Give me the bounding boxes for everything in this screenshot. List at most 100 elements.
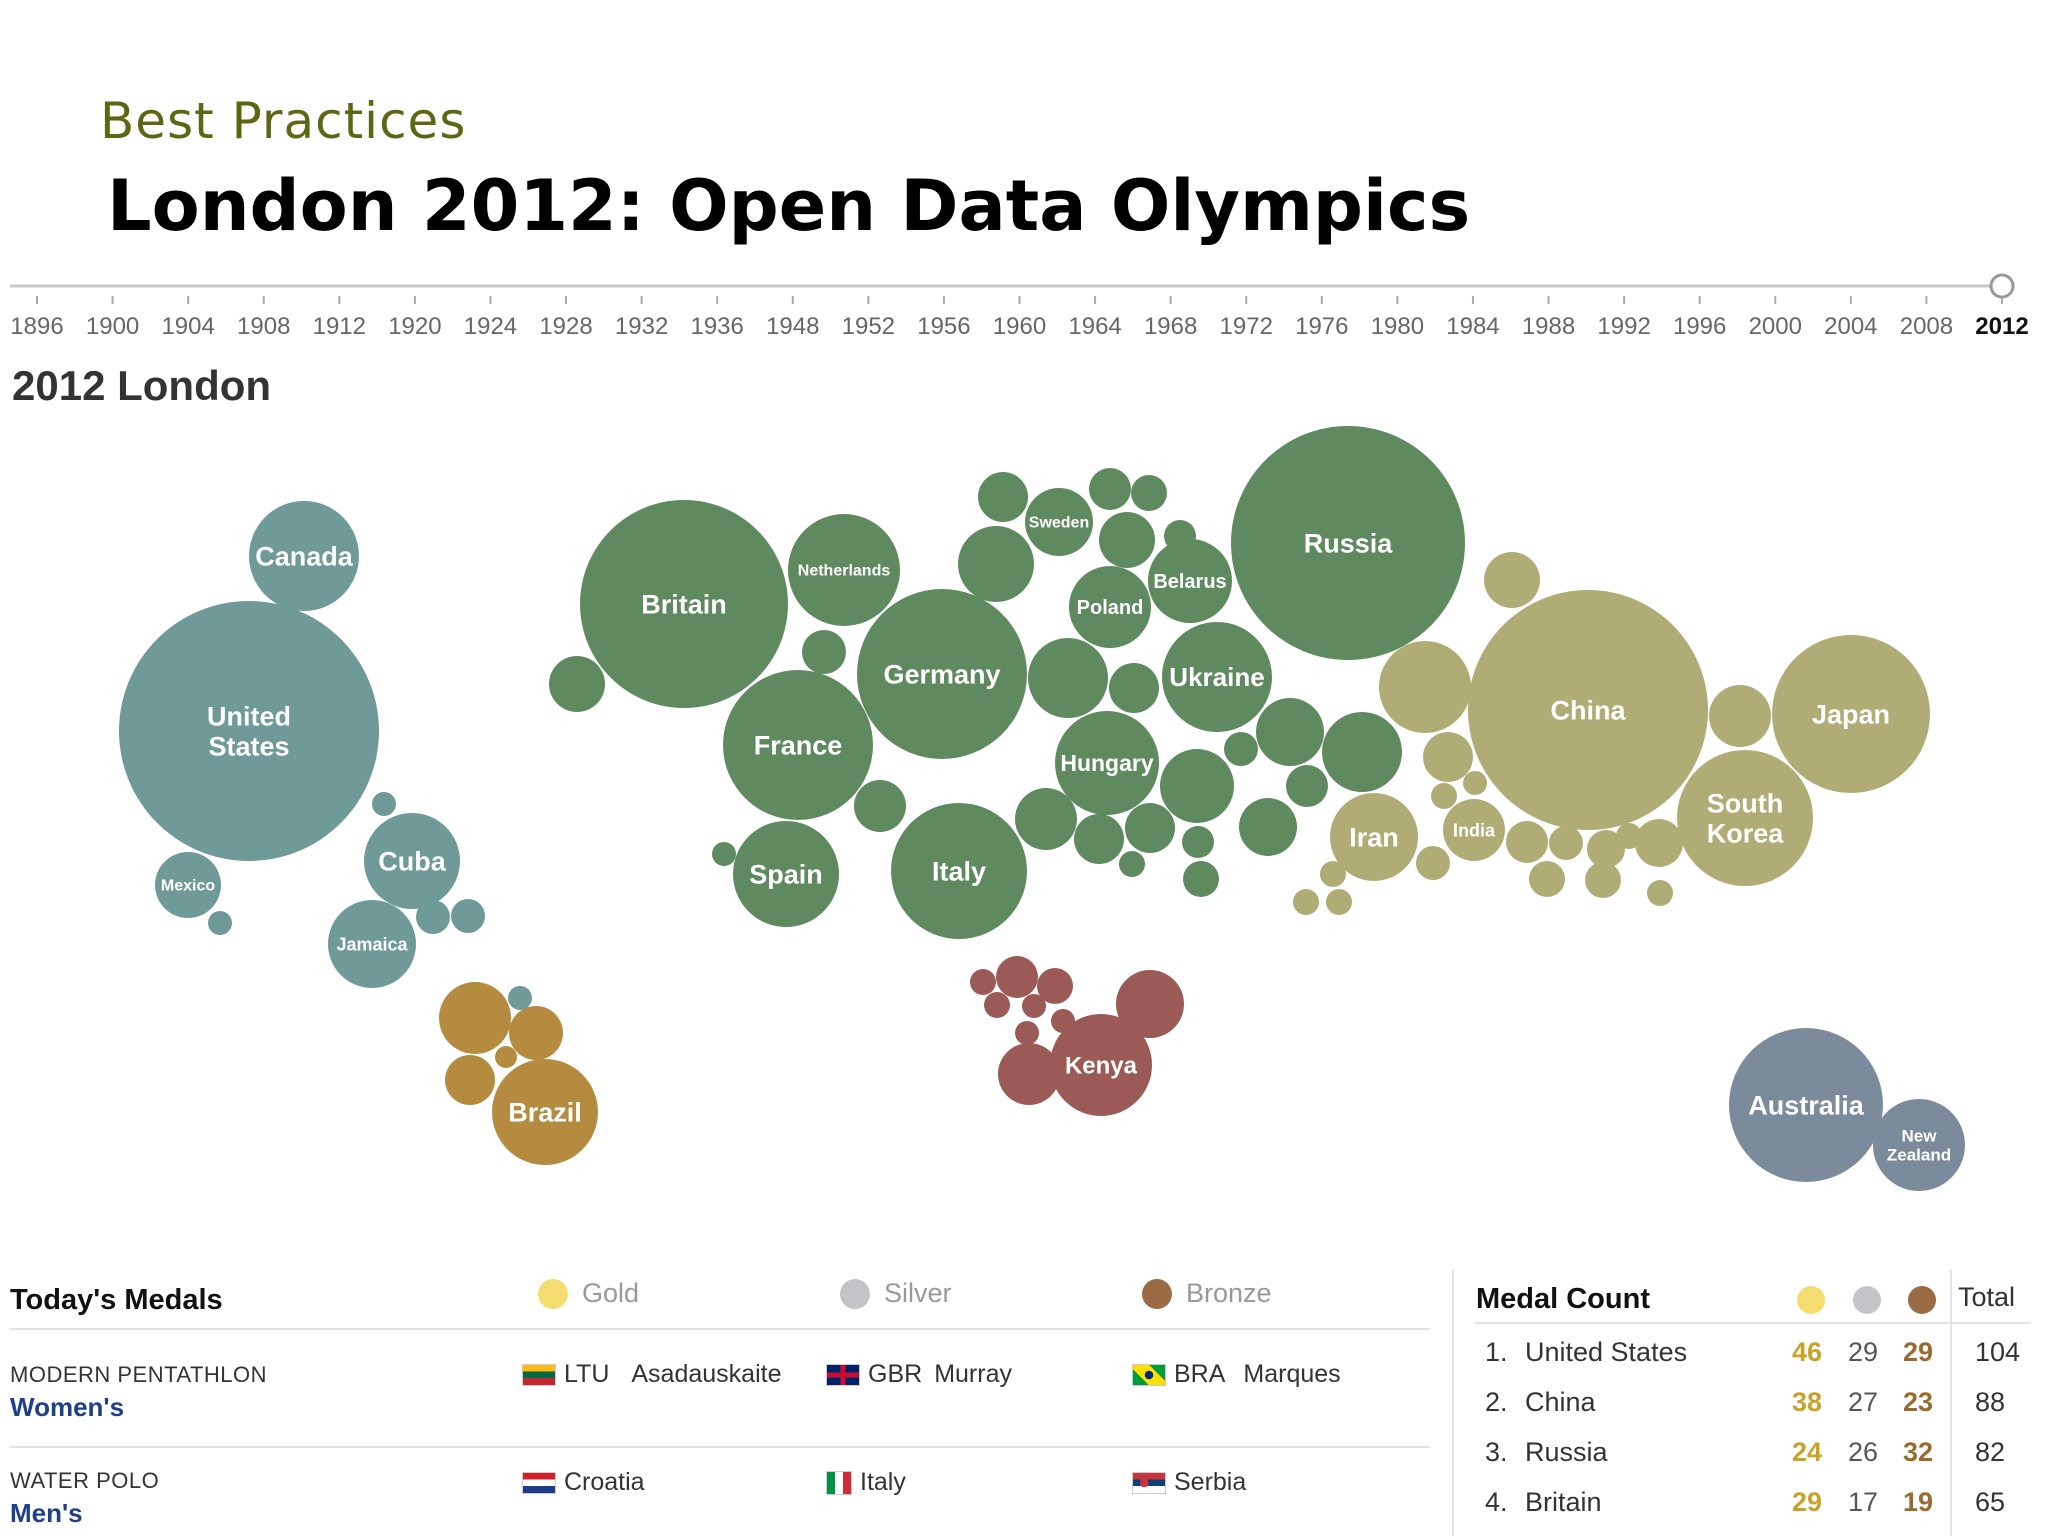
- timeline-year-1912[interactable]: 1912: [313, 313, 366, 340]
- country-bubble[interactable]: [1099, 512, 1155, 568]
- country-bubble-new-zealand[interactable]: [1873, 1099, 1965, 1191]
- medalist-bronze[interactable]: Serbia: [1132, 1468, 1246, 1497]
- country-bubble[interactable]: [416, 900, 450, 934]
- event-link[interactable]: Men's: [10, 1498, 83, 1528]
- country-bubble[interactable]: [208, 911, 232, 935]
- country-bubble[interactable]: [1160, 749, 1234, 823]
- country-bubble[interactable]: [1506, 821, 1548, 863]
- country-bubble-netherlands[interactable]: [788, 514, 900, 626]
- country-bubble[interactable]: [1320, 861, 1346, 887]
- timeline-year-1980[interactable]: 1980: [1371, 313, 1424, 340]
- country-bubble-china[interactable]: [1468, 590, 1708, 830]
- country-bubble-mexico[interactable]: [155, 852, 221, 918]
- country-bubble-south-korea[interactable]: [1677, 750, 1813, 886]
- country-bubble[interactable]: [549, 656, 605, 712]
- timeline-year-1968[interactable]: 1968: [1144, 313, 1197, 340]
- country-bubble-poland[interactable]: [1069, 566, 1151, 648]
- timeline-year-1984[interactable]: 1984: [1446, 313, 1499, 340]
- country-bubble[interactable]: [451, 899, 485, 933]
- country-bubble[interactable]: [958, 526, 1034, 602]
- country-bubble-india[interactable]: [1443, 799, 1505, 861]
- country-bubble[interactable]: [1256, 698, 1324, 766]
- country-bubble-germany[interactable]: [857, 589, 1027, 759]
- country-bubble[interactable]: [1028, 638, 1108, 718]
- country-bubble[interactable]: [1109, 663, 1159, 713]
- medal-count-row[interactable]: 3. Russia 24 26 32 82: [1485, 1437, 2025, 1477]
- timeline-year-2000[interactable]: 2000: [1749, 313, 1802, 340]
- country-bubble[interactable]: [508, 986, 532, 1010]
- timeline-handle[interactable]: [1989, 273, 2015, 299]
- country-bubble[interactable]: [1379, 641, 1471, 733]
- timeline-year-1996[interactable]: 1996: [1673, 313, 1726, 340]
- country-bubble[interactable]: [1322, 712, 1402, 792]
- country-bubble[interactable]: [1015, 788, 1077, 850]
- country-bubble[interactable]: [1037, 968, 1073, 1004]
- timeline-year-1972[interactable]: 1972: [1220, 313, 1273, 340]
- timeline-year-1952[interactable]: 1952: [842, 313, 895, 340]
- country-bubble[interactable]: [1585, 862, 1621, 898]
- country-bubble[interactable]: [509, 1006, 563, 1060]
- country-bubble[interactable]: [1286, 765, 1328, 807]
- country-bubble[interactable]: [1647, 880, 1673, 906]
- country-bubble[interactable]: [1709, 685, 1771, 747]
- country-bubble[interactable]: [970, 969, 996, 995]
- country-bubble-australia[interactable]: [1729, 1028, 1883, 1182]
- medal-count-row[interactable]: 4. Britain 29 17 19 65: [1485, 1487, 2025, 1527]
- country-bubble[interactable]: [372, 792, 396, 816]
- country-bubble[interactable]: [1183, 861, 1219, 897]
- country-bubble-canada[interactable]: [249, 501, 359, 611]
- country-bubble[interactable]: [1022, 994, 1046, 1018]
- timeline-year-1932[interactable]: 1932: [615, 313, 668, 340]
- timeline-year-1964[interactable]: 1964: [1068, 313, 1121, 340]
- timeline-year-1928[interactable]: 1928: [539, 313, 592, 340]
- country-bubble[interactable]: [1587, 830, 1625, 868]
- country-bubble-belarus[interactable]: [1148, 539, 1232, 623]
- country-bubble[interactable]: [712, 842, 736, 866]
- country-bubble[interactable]: [1326, 889, 1352, 915]
- country-bubble[interactable]: [1635, 819, 1683, 867]
- country-bubble-kenya[interactable]: [1050, 1014, 1152, 1116]
- country-bubble-brazil[interactable]: [492, 1059, 598, 1165]
- timeline-year-1992[interactable]: 1992: [1597, 313, 1650, 340]
- country-bubble[interactable]: [1089, 468, 1131, 510]
- timeline-year-2004[interactable]: 2004: [1824, 313, 1877, 340]
- timeline-year-1896[interactable]: 1896: [10, 313, 63, 340]
- country-bubble-iran[interactable]: [1330, 793, 1418, 881]
- medalist-gold[interactable]: Croatia: [522, 1468, 645, 1497]
- timeline-year-1948[interactable]: 1948: [766, 313, 819, 340]
- country-bubble[interactable]: [1119, 851, 1145, 877]
- timeline-year-1988[interactable]: 1988: [1522, 313, 1575, 340]
- country-bubble-united-states[interactable]: [119, 601, 379, 861]
- year-timeline[interactable]: 1896 1900 1904 1908 1912 1920 1924 1928 1932 1936…: [0, 272, 2048, 352]
- country-bubble[interactable]: [996, 956, 1038, 998]
- country-bubble[interactable]: [1431, 783, 1457, 809]
- event-link[interactable]: Women's: [10, 1392, 125, 1422]
- medalist-bronze[interactable]: BRA Marques: [1132, 1360, 1341, 1389]
- country-bubble-sweden[interactable]: [1025, 488, 1093, 556]
- medal-count-row[interactable]: 2. China 38 27 23 88: [1485, 1387, 2025, 1427]
- country-bubble[interactable]: [984, 992, 1010, 1018]
- timeline-year-1908[interactable]: 1908: [237, 313, 290, 340]
- country-bubble[interactable]: [1131, 475, 1167, 511]
- country-bubble[interactable]: [1116, 970, 1184, 1038]
- timeline-year-1920[interactable]: 1920: [388, 313, 441, 340]
- country-bubble[interactable]: [1125, 803, 1175, 853]
- country-bubble-jamaica[interactable]: [328, 900, 416, 988]
- country-bubble[interactable]: [1416, 846, 1450, 880]
- timeline-year-1904[interactable]: 1904: [161, 313, 214, 340]
- country-bubble-japan[interactable]: [1772, 635, 1930, 793]
- country-bubble-france[interactable]: [723, 670, 873, 820]
- medal-count-row[interactable]: 1. United States 46 29 29 104: [1485, 1337, 2025, 1377]
- timeline-year-1956[interactable]: 1956: [917, 313, 970, 340]
- country-bubble-cuba[interactable]: [364, 813, 460, 909]
- country-bubble[interactable]: [495, 1046, 517, 1068]
- country-bubble-russia[interactable]: [1231, 426, 1465, 660]
- timeline-year-1960[interactable]: 1960: [993, 313, 1046, 340]
- country-bubble[interactable]: [1484, 552, 1540, 608]
- country-bubble[interactable]: [1224, 732, 1258, 766]
- country-bubble[interactable]: [1182, 826, 1214, 858]
- country-bubble[interactable]: [439, 982, 511, 1054]
- country-bubble[interactable]: [1293, 889, 1319, 915]
- country-bubble-britain[interactable]: [580, 500, 788, 708]
- country-bubble[interactable]: [1529, 861, 1565, 897]
